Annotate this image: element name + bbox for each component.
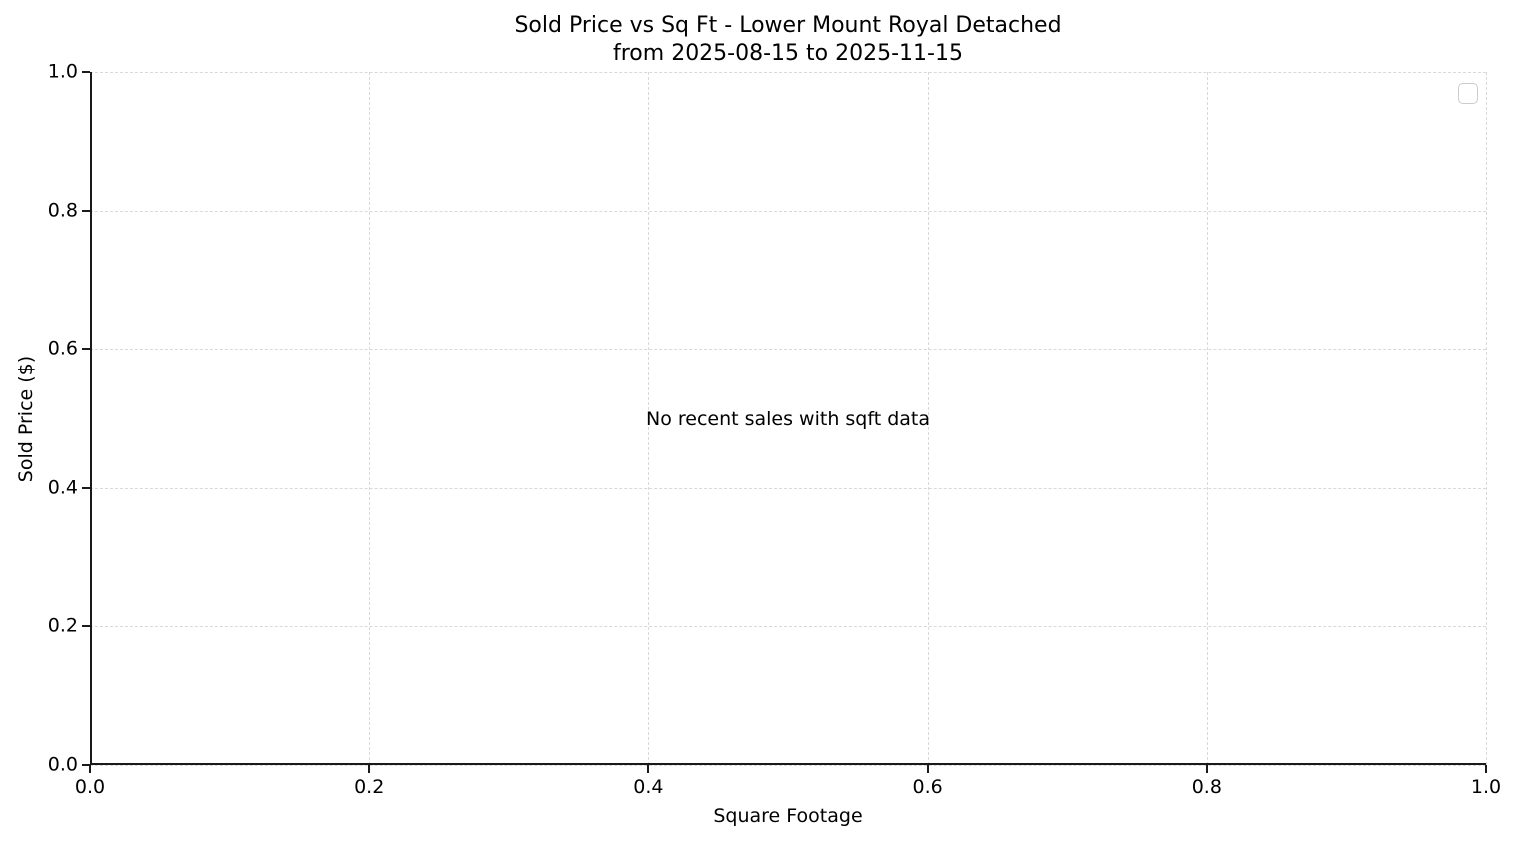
gridline-vertical <box>927 72 929 765</box>
x-tick-label: 0.2 <box>354 776 385 798</box>
x-tick-mark <box>647 765 650 773</box>
gridline-vertical <box>1206 72 1208 765</box>
y-axis-spine <box>90 72 92 765</box>
y-tick-mark <box>82 209 90 212</box>
y-tick-mark <box>82 486 90 489</box>
y-tick-mark <box>82 625 90 628</box>
y-tick-mark <box>82 71 90 73</box>
y-tick-label: 0.0 <box>47 753 78 776</box>
chart-title: Sold Price vs Sq Ft - Lower Mount Royal … <box>90 12 1486 68</box>
chart-title-line2: from 2025-08-15 to 2025-11-15 <box>613 41 963 66</box>
y-tick-label: 1.0 <box>47 60 78 83</box>
gridline-horizontal <box>90 210 1486 212</box>
y-tick-label: 0.2 <box>47 614 78 637</box>
y-tick-mark <box>82 764 90 766</box>
gridline-horizontal <box>90 765 1486 766</box>
y-tick-label: 0.8 <box>47 199 78 222</box>
x-tick-label: 0.8 <box>1191 776 1222 798</box>
x-axis-spine <box>90 763 1486 765</box>
x-axis-label: Square Footage <box>713 805 863 827</box>
y-tick-label: 0.4 <box>47 476 78 499</box>
x-tick-mark <box>89 765 91 773</box>
gridline-horizontal <box>90 349 1486 351</box>
plot-area: 0.0 0.2 0.4 0.6 0.8 1.0 0.0 0.2 0.4 0.6 … <box>15 62 1501 827</box>
chart-title-line1: Sold Price vs Sq Ft - Lower Mount Royal … <box>514 13 1062 38</box>
x-tick-mark <box>926 765 929 773</box>
gridline-horizontal <box>90 72 1486 73</box>
gridline-vertical <box>648 72 650 765</box>
gridline-horizontal <box>90 487 1486 489</box>
y-tick-mark <box>82 348 90 351</box>
x-tick-mark <box>1485 765 1487 773</box>
x-tick-label: 0.4 <box>633 776 664 798</box>
gridline-horizontal <box>90 626 1486 628</box>
gridline-vertical <box>369 72 371 765</box>
x-tick-label: 0.6 <box>912 776 943 798</box>
x-tick-label: 0.0 <box>74 776 106 798</box>
x-tick-mark <box>1205 765 1208 773</box>
x-tick-label: 1.0 <box>1470 776 1502 798</box>
y-axis-label: Sold Price ($) <box>15 355 37 482</box>
legend-box <box>1458 83 1478 104</box>
gridline-vertical <box>1486 72 1487 765</box>
x-tick-mark <box>368 765 371 773</box>
y-tick-label: 0.6 <box>47 337 78 360</box>
no-data-annotation: No recent sales with sqft data <box>645 407 931 430</box>
